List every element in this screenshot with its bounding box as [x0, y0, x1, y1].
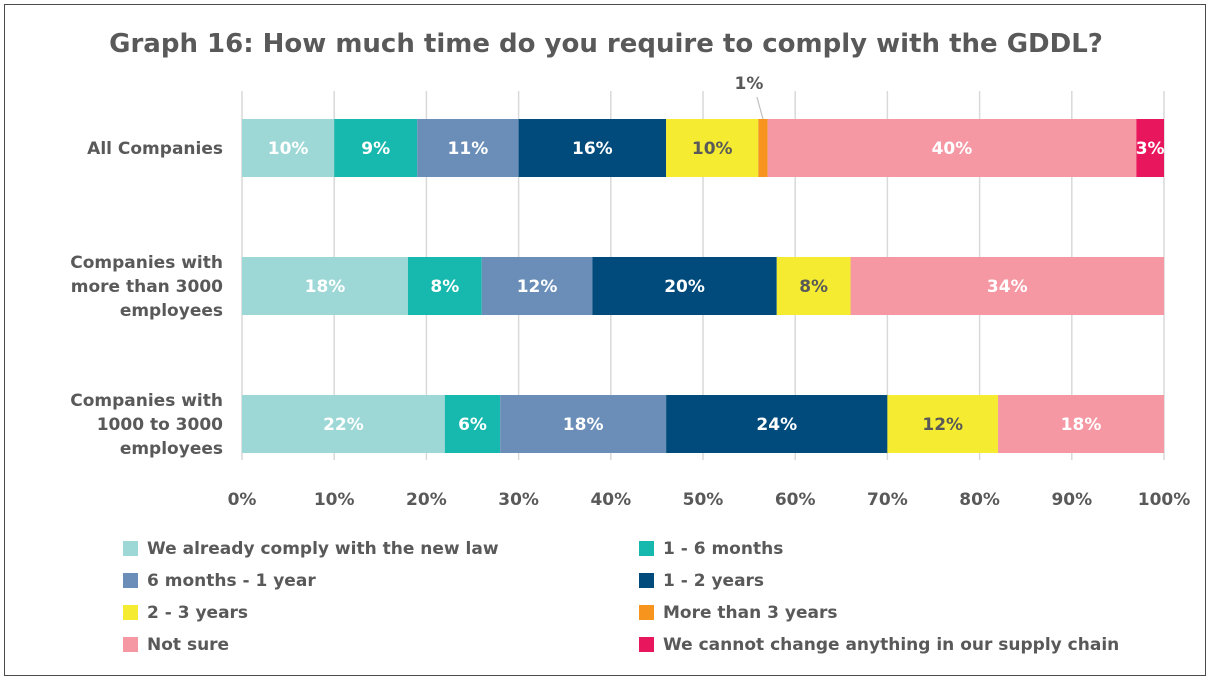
bar-segment	[500, 395, 667, 453]
bar-segment	[242, 395, 445, 453]
category-label: Companies with 1000 to 3000 employees	[70, 391, 223, 459]
bar-segment	[776, 257, 851, 315]
data-label: 10%	[268, 139, 309, 159]
callout-label: 1%	[734, 74, 763, 94]
legend-swatch	[639, 573, 654, 588]
data-label: 8%	[799, 277, 828, 297]
category-label: All Companies	[87, 139, 223, 159]
data-label: 34%	[987, 277, 1028, 297]
legend-entry: We cannot change anything in our supply …	[663, 635, 1119, 655]
x-tick-label: 10%	[314, 490, 355, 510]
legend: We already comply with the new law 1 - 6 …	[123, 539, 1119, 655]
x-axis-ticks: 0% 10% 20% 30% 40% 50% 60% 70% 80% 90% 100%	[228, 490, 1191, 510]
x-tick-label: 60%	[775, 490, 816, 510]
data-label: 16%	[572, 139, 613, 159]
callout-leader-line	[756, 96, 764, 120]
x-tick-label: 90%	[1051, 490, 1092, 510]
bar-segment	[887, 395, 999, 453]
legend-swatch	[123, 605, 138, 620]
data-label: 18%	[1061, 415, 1102, 435]
legend-swatch	[123, 637, 138, 652]
legend-swatch	[639, 541, 654, 556]
category-label: Companies with more than 3000 employees	[70, 253, 223, 321]
x-tick-label: 100%	[1138, 490, 1191, 510]
legend-swatch	[123, 541, 138, 556]
category-labels: All Companies Companies with more than 300…	[70, 139, 223, 459]
legend-entry: Not sure	[147, 635, 229, 655]
bar-segment	[666, 395, 888, 453]
bar-segment	[666, 119, 759, 177]
data-label: 10%	[692, 139, 733, 159]
x-tick-label: 70%	[867, 490, 908, 510]
data-label: 12%	[922, 415, 963, 435]
data-label: 22%	[323, 415, 364, 435]
stacked-bar-chart: Graph 16: How much time do you require t…	[70, 29, 1191, 655]
data-label: 8%	[430, 277, 459, 297]
data-label: 11%	[448, 139, 489, 159]
chart-title: Graph 16: How much time do you require t…	[109, 29, 1103, 59]
bar-segment	[998, 395, 1164, 453]
data-label: 20%	[664, 277, 705, 297]
bar-segment	[518, 119, 667, 177]
x-tick-label: 0%	[228, 490, 257, 510]
bar-segment	[592, 257, 777, 315]
bar-segment	[850, 257, 1164, 315]
legend-entry: We already comply with the new law	[147, 539, 499, 559]
legend-entry: 6 months - 1 year	[147, 571, 316, 591]
data-label: 9%	[361, 139, 390, 159]
data-label: 24%	[756, 415, 797, 435]
x-tick-label: 30%	[498, 490, 539, 510]
x-tick-label: 40%	[590, 490, 631, 510]
bar-segment	[407, 257, 482, 315]
data-label: 3%	[1136, 139, 1165, 159]
legend-entry: 2 - 3 years	[147, 603, 248, 623]
bar-segment	[1136, 119, 1164, 177]
data-label: 18%	[305, 277, 346, 297]
bar-segment	[417, 119, 519, 177]
x-tick-label: 20%	[406, 490, 447, 510]
x-tick-label: 50%	[683, 490, 724, 510]
bar-segment	[481, 257, 593, 315]
data-label: 18%	[563, 415, 604, 435]
bar-segment	[767, 119, 1137, 177]
bar-segment	[758, 119, 768, 177]
legend-entry: 1 - 6 months	[663, 539, 783, 559]
legend-entry: More than 3 years	[663, 603, 837, 623]
legend-entry: 1 - 2 years	[663, 571, 764, 591]
legend-swatch	[123, 573, 138, 588]
data-label: 6%	[458, 415, 487, 435]
legend-swatch	[639, 637, 654, 652]
legend-swatch	[639, 605, 654, 620]
bar-segment	[242, 119, 335, 177]
bars-group: 10% 9% 11% 16% 10% 1% 40% 3% 18% 8% 12% 20% 8% 34% 22%…	[242, 74, 1165, 453]
data-label: 12%	[517, 277, 558, 297]
bar-segment	[444, 395, 501, 453]
chart-frame: Graph 16: How much time do you require t…	[4, 4, 1206, 676]
x-tick-label: 80%	[959, 490, 1000, 510]
bar-segment	[334, 119, 418, 177]
data-label: 40%	[932, 139, 973, 159]
bar-segment	[242, 257, 408, 315]
